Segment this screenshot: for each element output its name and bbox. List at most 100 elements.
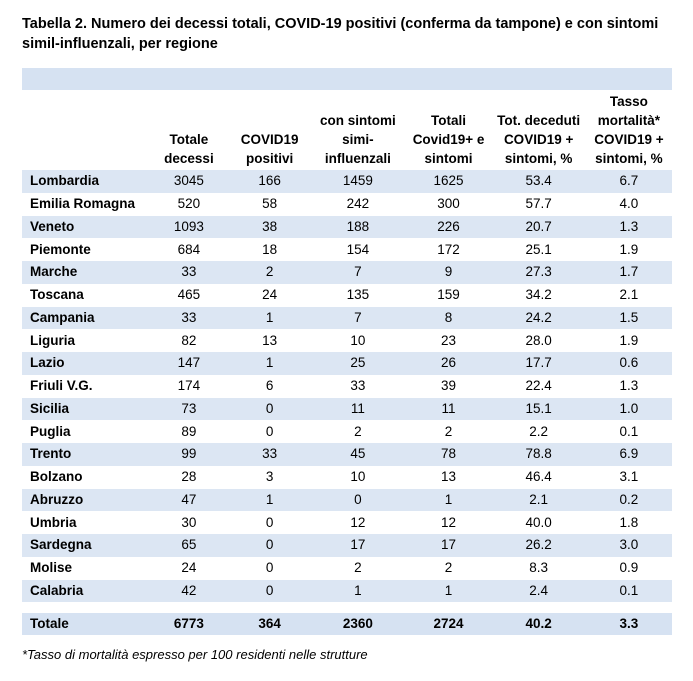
region-name: Friuli V.G. xyxy=(30,378,93,394)
region-name: Molise xyxy=(30,560,73,576)
table-cell: 520 xyxy=(177,196,201,212)
table-cell: 0.1 xyxy=(619,423,639,439)
table-cell: 1.5 xyxy=(585,306,672,330)
table-cell: 135 xyxy=(346,287,370,303)
table-cell: 3.0 xyxy=(585,534,672,557)
table-cell: 15.1 xyxy=(491,397,586,421)
total-row: Totale 6773 364 2360 2724 40.2 3.3 xyxy=(22,613,672,636)
region-name: Puglia xyxy=(30,423,71,439)
header-row: Totale decessi COVID19 positivi con sint… xyxy=(22,92,672,170)
table-cell: 13 xyxy=(441,469,457,485)
table-cell: 9 xyxy=(405,261,492,284)
table-cell: 1.7 xyxy=(585,261,672,284)
table-cell: 20.7 xyxy=(491,215,586,239)
table-cell: 10 xyxy=(350,332,366,348)
table-cell: 172 xyxy=(437,241,460,257)
table-cell: 0 xyxy=(229,397,311,421)
table-row: Sicilia 73 0 11 11 15.1 1.0 xyxy=(22,397,672,421)
table-cell: 7 xyxy=(310,261,406,284)
region-name: Umbria xyxy=(30,514,77,530)
table-cell: 53.4 xyxy=(491,170,586,193)
table-cell: 25.1 xyxy=(525,241,552,257)
table-cell: 18 xyxy=(262,241,278,257)
table-cell: 1459 xyxy=(310,170,406,193)
table-cell: 11 xyxy=(310,397,406,421)
table-cell: 0 xyxy=(229,579,311,603)
spacer-row xyxy=(22,602,672,614)
table-row: Toscana 465 24 135 159 34.2 2.1 xyxy=(22,284,672,307)
region-name: Calabria xyxy=(22,579,149,603)
region-name: Campania xyxy=(22,306,149,330)
region-name: Abruzzo xyxy=(22,488,149,512)
total-cell: 3.3 xyxy=(585,613,672,636)
table-cell: 17.7 xyxy=(491,352,586,375)
table-row: Umbria 30 0 12 12 40.0 1.8 xyxy=(22,511,672,534)
table-cell: 2 xyxy=(444,560,453,576)
table-cell: 188 xyxy=(310,215,406,239)
header-region xyxy=(22,92,149,170)
table-cell: 89 xyxy=(181,423,197,439)
region-name: Piemonte xyxy=(30,241,91,257)
table-cell: 226 xyxy=(405,215,492,239)
table-cell: 24 xyxy=(262,287,278,303)
table-cell: 65 xyxy=(148,534,230,557)
region-name: Lazio xyxy=(22,352,149,375)
table-cell: 2 xyxy=(354,423,362,439)
table-cell: 0 xyxy=(229,534,311,557)
table-cell: 465 xyxy=(177,287,201,303)
table-cell: 166 xyxy=(229,170,311,193)
region-name: Emilia Romagna xyxy=(30,196,136,212)
table-row: Trento 99 33 45 78 78.8 6.9 xyxy=(22,443,672,466)
table-cell: 2 xyxy=(229,261,311,284)
table-cell: 17 xyxy=(310,534,406,557)
table-cell: 0 xyxy=(265,514,274,530)
table-cell: 1.3 xyxy=(585,215,672,239)
table-cell: 40.0 xyxy=(525,514,552,530)
table-row: Lazio 147 1 25 26 17.7 0.6 xyxy=(22,352,672,375)
region-name: Marche xyxy=(22,261,149,284)
header-covid19-positivi: COVID19 positivi xyxy=(240,132,299,166)
table-cell: 57.7 xyxy=(525,196,552,212)
table-cell: 24 xyxy=(181,560,197,576)
table-cell: 28 xyxy=(181,469,197,485)
region-name: Toscana xyxy=(30,287,84,303)
table-cell: 99 xyxy=(148,443,230,466)
table-cell: 33 xyxy=(229,443,311,466)
table-row: Sardegna 65 0 17 17 26.2 3.0 xyxy=(22,534,672,557)
table-cell: 0.6 xyxy=(585,352,672,375)
table-cell: 12 xyxy=(350,514,366,530)
table-row: Piemonte 684 18 154 172 25.1 1.9 xyxy=(22,238,672,261)
table-cell: 82 xyxy=(181,332,197,348)
table-cell: 147 xyxy=(148,352,230,375)
table-cell: 1.9 xyxy=(619,241,639,257)
total-cell: 364 xyxy=(229,613,311,636)
table-cell: 17 xyxy=(405,534,492,557)
table-cell: 78 xyxy=(405,443,492,466)
table-cell: 159 xyxy=(437,287,460,303)
table-cell: 2 xyxy=(354,560,362,576)
table-cell: 1.0 xyxy=(585,397,672,421)
header-totali: Totali Covid19+ e sintomi xyxy=(412,113,485,166)
table-cell: 154 xyxy=(346,241,370,257)
total-cell: 40.2 xyxy=(491,613,586,636)
deaths-by-region-table: Totale decessi COVID19 positivi con sint… xyxy=(22,92,672,636)
table-row: Marche 33 2 7 9 27.3 1.7 xyxy=(22,261,672,284)
table-title: Tabella 2. Numero dei decessi totali, CO… xyxy=(22,16,659,52)
table-cell: 10 xyxy=(350,469,366,485)
table-cell: 38 xyxy=(229,215,311,239)
table-cell: 2.1 xyxy=(491,488,586,512)
table-cell: 1.3 xyxy=(619,378,639,394)
table-cell: 27.3 xyxy=(491,261,586,284)
table-cell: 1 xyxy=(229,306,311,330)
table-row: Veneto 1093 38 188 226 20.7 1.3 xyxy=(22,215,672,239)
table-cell: 11 xyxy=(405,397,492,421)
table-cell: 3 xyxy=(265,469,274,485)
total-label: Totale xyxy=(22,613,149,636)
table-cell: 45 xyxy=(310,443,406,466)
region-name: Sicilia xyxy=(22,397,149,421)
table-cell: 1.9 xyxy=(619,332,639,348)
table-cell: 25 xyxy=(310,352,406,375)
table-row: Calabria 42 0 1 1 2.4 0.1 xyxy=(22,579,672,603)
table-cell: 4.0 xyxy=(619,196,639,212)
region-name: Liguria xyxy=(30,332,76,348)
